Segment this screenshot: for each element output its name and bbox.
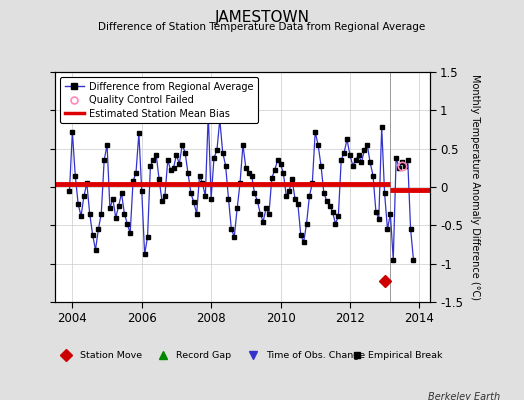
Text: Time of Obs. Change: Time of Obs. Change [266,350,365,360]
Text: JAMESTOWN: JAMESTOWN [214,10,310,25]
Text: Berkeley Earth: Berkeley Earth [428,392,500,400]
Text: Difference of Station Temperature Data from Regional Average: Difference of Station Temperature Data f… [99,22,425,32]
Text: Station Move: Station Move [80,350,141,360]
Y-axis label: Monthly Temperature Anomaly Difference (°C): Monthly Temperature Anomaly Difference (… [470,74,480,300]
Text: Empirical Break: Empirical Break [368,350,443,360]
Text: Record Gap: Record Gap [176,350,231,360]
Legend: Difference from Regional Average, Quality Control Failed, Estimated Station Mean: Difference from Regional Average, Qualit… [60,77,258,123]
